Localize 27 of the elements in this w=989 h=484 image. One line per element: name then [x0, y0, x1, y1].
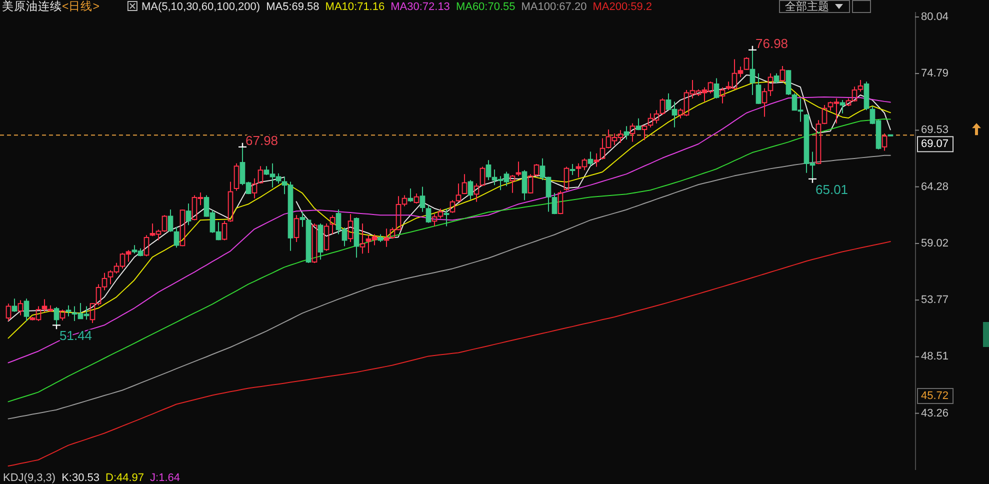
y-tick-label: 53.77 — [921, 294, 949, 306]
text: K:30.53 — [62, 472, 100, 484]
y-tick-label: 59.02 — [921, 237, 949, 250]
y-tick-label: 43.26 — [921, 407, 949, 420]
chart-title: 美原油连续 — [2, 0, 62, 13]
text: MA100:67.20 — [521, 1, 587, 13]
text: MA60:70.55 — [456, 1, 516, 13]
ref-line-label: 69.07 — [921, 138, 949, 150]
text: 45.72 — [921, 390, 949, 402]
text: 76.98 — [756, 36, 788, 51]
annotation: 全部主题 — [785, 0, 829, 13]
text: MA200:59.2 — [592, 1, 652, 13]
text: MA5:69.58 — [266, 1, 320, 13]
annotation: MA(5,10,30,60,100,200) — [141, 1, 260, 13]
y-tick-label: 74.79 — [921, 68, 949, 80]
text: MA30:72.13 — [390, 1, 450, 13]
text: MA10:71.16 — [325, 1, 385, 13]
y-tick-label: 80.04 — [921, 10, 949, 23]
text: D:44.97 — [106, 472, 144, 484]
text: KDJ(9,3,3) — [3, 472, 56, 484]
text: 65.01 — [816, 182, 848, 197]
chart-subtitle: <日线> — [62, 0, 100, 13]
text: J:1.64 — [150, 472, 180, 484]
y-tick-label: 64.28 — [921, 180, 949, 193]
y-tick-label: 48.51 — [921, 350, 949, 363]
text: 67.98 — [246, 132, 278, 148]
y-tick-label: 69.53 — [921, 124, 949, 136]
